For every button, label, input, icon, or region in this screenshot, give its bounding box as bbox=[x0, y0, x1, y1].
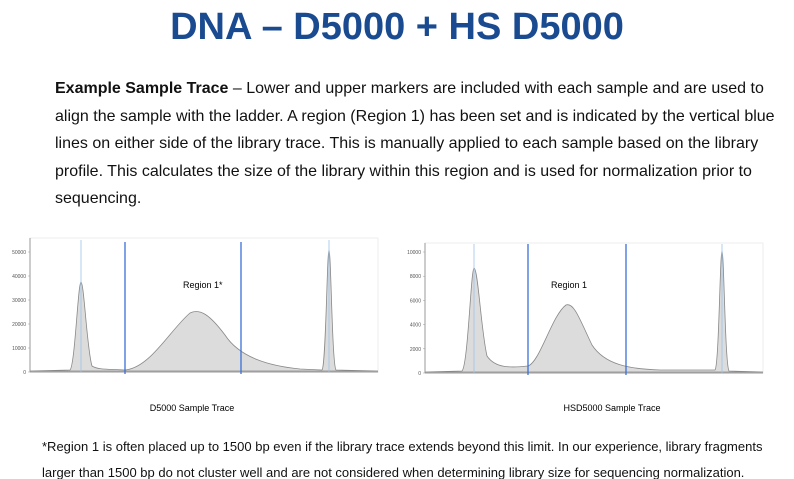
description: Example Sample Trace – Lower and upper m… bbox=[55, 75, 793, 213]
footnote: *Region 1 is often placed up to 1500 bp … bbox=[42, 439, 763, 479]
y-tick-label: 6000 bbox=[410, 298, 421, 304]
y-tick-label: 30000 bbox=[12, 298, 26, 304]
y-tick-label: 8000 bbox=[410, 274, 421, 280]
traces: Region 1* D5000 Sample Trace 01000020000… bbox=[12, 237, 764, 413]
y-tick-label: 0 bbox=[23, 370, 26, 376]
region-label: Region 1* bbox=[183, 280, 223, 290]
y-tick-label: 4000 bbox=[410, 323, 421, 329]
y-tick-label: 10000 bbox=[407, 250, 421, 256]
description-text: – Lower and upper markers are included w… bbox=[55, 80, 775, 207]
caption: HSD5000 Sample Trace bbox=[563, 403, 660, 413]
caption: D5000 Sample Trace bbox=[150, 403, 235, 413]
y-tick-label: 40000 bbox=[12, 274, 26, 280]
y-tick-label: 0 bbox=[418, 371, 421, 377]
y-tick-label: 50000 bbox=[12, 250, 26, 256]
chart-left: Region 1* D5000 Sample Trace 0 10000 20000… bbox=[12, 237, 379, 413]
y-tick-label: 2000 bbox=[410, 347, 421, 353]
y-tick-label: 20000 bbox=[12, 322, 26, 328]
description-lead: Example Sample Trace bbox=[55, 80, 229, 97]
chart-right: Region 1 HSD5000 Sample Trace 0 2000 4000 6… bbox=[407, 242, 764, 413]
title: DNA – D5000 + HS D5000 bbox=[170, 6, 624, 48]
region-label: Region 1 bbox=[551, 280, 587, 290]
y-tick-label: 10000 bbox=[12, 346, 26, 352]
